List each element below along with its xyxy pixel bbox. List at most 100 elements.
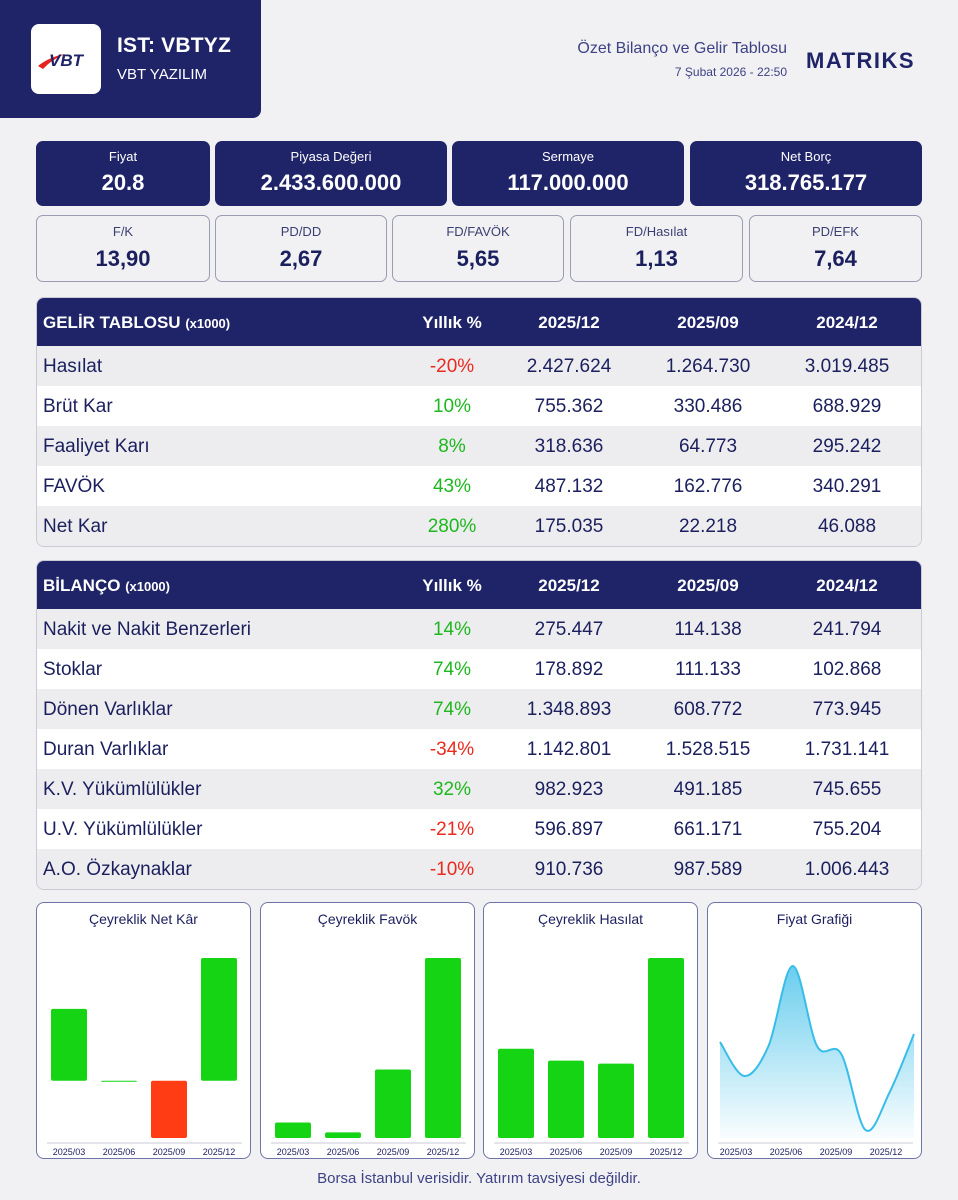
bar [101,1080,137,1082]
value-2025-12: 487.132 [534,476,604,497]
chart-title: Fiyat Grafiği [776,911,853,927]
value-2025-12: 1.142.801 [526,739,612,760]
value-2025-09: 162.776 [673,476,743,497]
income-statement-table: GELİR TABLOSU (x1000) Yıllık % 2025/12 2… [36,297,922,547]
value-2025-12: 982.923 [534,779,604,800]
table-row: Faaliyet Karı 8% 318.636 64.773 295.242 [37,426,921,466]
value-2025-09: 330.486 [673,396,743,417]
ticker-symbol: IST: VBTYZ [117,34,232,57]
ratio-card-fd-favok: FD/FAVÖK 5,65 [392,215,564,282]
x-tick-label: 2025/09 [820,1147,853,1157]
bar [375,1069,411,1138]
bar [275,1122,311,1138]
x-tick-label: 2025/03 [53,1147,86,1157]
bar [151,1080,187,1138]
table-title: BİLANÇO (x1000) [43,576,170,595]
metric-label: Piyasa Değeri [290,149,372,164]
x-tick-label: 2025/06 [327,1147,360,1157]
yearly-change: 8% [438,436,466,457]
bar [325,1132,361,1138]
metric-value: 318.765.177 [744,170,868,195]
row-label: Hasılat [43,356,103,377]
x-tick-label: 2025/09 [377,1147,410,1157]
ratio-value: 2,67 [279,246,323,271]
row-label: Stoklar [43,659,103,680]
value-2024-12: 1.006.443 [804,859,890,880]
bar [598,1063,634,1138]
bar [425,958,461,1138]
column-header: Yıllık % [422,576,482,595]
ratio-value: 1,13 [635,246,678,271]
ratio-label: PD/DD [280,224,322,239]
value-2025-09: 608.772 [673,699,743,720]
value-2025-12: 2.427.624 [526,356,612,377]
yearly-change: 280% [427,516,477,537]
chart-svg: 2025/03 2025/06 2025/09 2025/12 [718,964,915,1157]
x-tick-label: 2025/12 [427,1147,460,1157]
value-2024-12: 295.242 [812,436,882,457]
x-tick-label: 2025/12 [870,1147,903,1157]
bar [498,1048,534,1138]
value-2025-09: 22.218 [678,516,738,537]
yearly-change: 10% [432,396,472,417]
yearly-change: 74% [432,659,472,680]
x-tick-label: 2025/03 [277,1147,310,1157]
value-2024-12: 46.088 [817,516,877,537]
column-header: Yıllık % [422,313,482,332]
value-2025-09: 64.773 [678,436,738,457]
bar [51,1008,87,1081]
table-row: Net Kar 280% 175.035 22.218 46.088 [37,506,921,546]
value-2025-09: 114.138 [674,619,742,640]
yearly-change: -10% [429,859,475,880]
table-row: Dönen Varlıklar 74% 1.348.893 608.772 773.94… [37,689,921,729]
column-header: 2024/12 [816,576,878,595]
brand-logo: MATRIKS [806,48,916,73]
company-name: VBT YAZILIM [117,66,208,83]
ratio-card-fk: F/K 13,90 [36,215,210,282]
ratio-label: F/K [112,224,134,239]
row-label: K.V. Yükümlülükler [43,779,202,800]
value-2024-12: 3.019.485 [804,356,890,377]
table-row: Duran Varlıklar -34% 1.142.801 1.528.515 1.7… [37,729,921,769]
metric-label: Sermaye [541,149,595,164]
company-logo: VBT [31,24,101,94]
x-tick-label: 2025/03 [720,1147,753,1157]
price-line [719,964,915,1132]
value-2024-12: 755.204 [812,819,882,840]
balance-sheet-table: BİLANÇO (x1000) Yıllık % 2025/12 2025/09… [36,560,922,890]
x-tick-label: 2025/06 [103,1147,136,1157]
value-2025-09: 661.171 [673,819,743,840]
table-row: Hasılat -20% 2.427.624 1.264.730 3.019.485 [37,346,921,386]
value-2025-12: 178.892 [534,659,604,680]
bar [548,1060,584,1138]
value-2024-12: 241.794 [812,619,882,640]
chart-revenue: Çeyreklik Hasılat 2025/03 2025/06 2025/09 2… [483,902,698,1159]
value-2024-12: 340.291 [812,476,882,497]
chart-svg: 2025/03 2025/06 2025/09 2025/12 [271,958,466,1157]
row-label: FAVÖK [43,476,105,497]
table-row: Brüt Kar 10% 755.362 330.486 688.929 [37,386,921,426]
x-tick-label: 2025/06 [770,1147,803,1157]
column-header: 2025/12 [538,313,600,332]
row-label: Duran Varlıklar [43,739,169,760]
chart-title: Çeyreklik Net Kâr [89,911,198,927]
row-label: Net Kar [43,516,108,537]
column-header: 2025/12 [538,576,600,595]
metric-card-net-debt: Net Borç 318.765.177 [690,141,922,206]
chart-svg: 2025/03 2025/06 2025/09 2025/12 [47,958,242,1157]
value-2024-12: 773.945 [812,699,882,720]
table-row: U.V. Yükümlülükler -21% 596.897 661.171 755.… [37,809,921,849]
column-header: 2024/12 [816,313,878,332]
report-date: 7 Şubat 2026 - 22:50 [674,65,787,79]
ratio-value: 5,65 [456,246,500,271]
x-tick-label: 2025/12 [203,1147,236,1157]
metric-card-capital: Sermaye 117.000.000 [452,141,684,206]
metric-card-market-cap: Piyasa Değeri 2.433.600.000 [215,141,447,206]
x-tick-label: 2025/06 [550,1147,583,1157]
value-2025-09: 491.185 [673,779,743,800]
yearly-change: 74% [432,699,472,720]
x-tick-label: 2025/12 [650,1147,683,1157]
ratio-card-pd-efk: PD/EFK 7,64 [749,215,922,282]
value-2025-09: 987.589 [673,859,743,880]
yearly-change: 14% [432,619,472,640]
